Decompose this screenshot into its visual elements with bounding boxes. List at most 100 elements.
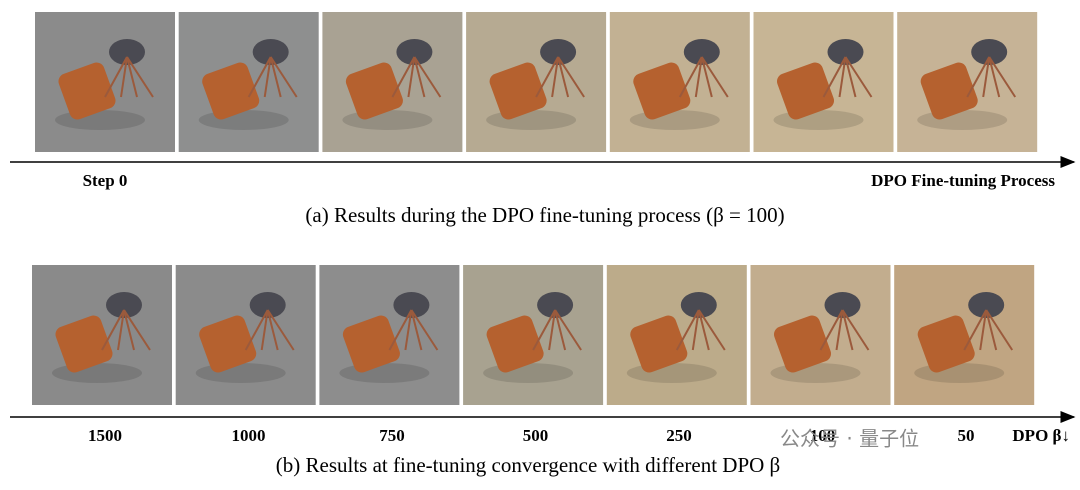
image-bag: [342, 315, 400, 373]
image-leg: [126, 56, 154, 98]
image-crab: [680, 292, 717, 318]
image-bag: [773, 315, 832, 373]
image-leg: [557, 56, 585, 98]
image-leg: [269, 56, 298, 98]
image-crab: [827, 39, 864, 65]
image-crab: [683, 39, 720, 65]
image-leg: [104, 56, 128, 98]
beta-label: 1500: [88, 426, 122, 445]
image-leg: [117, 309, 125, 351]
image-leg: [691, 309, 700, 351]
image-bag: [58, 62, 116, 120]
beta-label: 250: [666, 426, 692, 445]
beta-labels: 1500 1000 750 500 250 100 50: [88, 426, 975, 445]
beta-label: 500: [523, 426, 549, 445]
watermark: 公众号 · 量子位: [780, 427, 919, 451]
image-crab: [971, 39, 1008, 65]
image-leg: [697, 309, 710, 351]
beta-label: 100: [810, 426, 836, 445]
image-leg: [260, 309, 269, 351]
image-leg: [697, 309, 726, 351]
image-leg: [819, 309, 844, 351]
image-leg: [266, 309, 279, 351]
image-leg: [554, 309, 582, 351]
image-shadow: [914, 363, 1005, 383]
image-bag: [55, 315, 113, 373]
image-leg: [700, 56, 729, 98]
start-label: Step 0: [83, 171, 128, 190]
image-leg: [985, 309, 998, 351]
image-leg: [391, 56, 416, 98]
image-shadow: [55, 110, 145, 130]
image-shadow: [195, 363, 286, 383]
image-bag: [202, 62, 260, 120]
image-leg: [535, 56, 559, 98]
caption: (a) Results during the DPO fine-tuning p…: [305, 203, 784, 227]
caption: (b) Results at fine-tuning convergence w…: [276, 453, 780, 477]
image-leg: [988, 56, 1017, 98]
image-leg: [388, 309, 413, 351]
image-leg: [404, 309, 413, 351]
image-leg: [247, 56, 272, 98]
image-bag: [776, 62, 835, 120]
image-leg: [123, 309, 135, 351]
end-label: DPO Fine-tuning Process: [871, 171, 1055, 190]
image-leg: [266, 309, 295, 351]
image-bag: [633, 62, 691, 120]
image-leg: [844, 56, 857, 98]
image-leg: [988, 56, 1001, 98]
image-shadow: [626, 363, 717, 383]
beta-label: 750: [379, 426, 405, 445]
image-crab: [396, 39, 433, 65]
image-leg: [835, 309, 844, 351]
beta-label: 1000: [232, 426, 266, 445]
image-shadow: [486, 110, 577, 130]
image-leg: [410, 309, 439, 351]
end-label: DPO β↓: [1012, 426, 1070, 445]
image-leg: [844, 56, 873, 98]
image-leg: [532, 309, 556, 351]
image-leg: [678, 56, 703, 98]
image-shadow: [773, 110, 864, 130]
image-leg: [101, 309, 125, 351]
image-leg: [838, 56, 847, 98]
image-bag: [920, 62, 978, 120]
image-crab: [824, 292, 861, 318]
image-leg: [413, 56, 426, 98]
image-leg: [966, 56, 991, 98]
image-leg: [979, 309, 988, 351]
image-bag: [917, 315, 975, 373]
image-crab: [249, 292, 286, 318]
image-leg: [982, 56, 991, 98]
image-leg: [841, 309, 854, 351]
image-leg: [841, 309, 870, 351]
image-crab: [968, 292, 1005, 318]
image-grid: [32, 12, 1038, 405]
image-leg: [557, 56, 570, 98]
image-leg: [548, 309, 557, 351]
image-leg: [822, 56, 847, 98]
image-crab: [109, 39, 145, 65]
image-leg: [244, 309, 269, 351]
beta-label: 50: [958, 426, 975, 445]
image-shadow: [342, 110, 433, 130]
image-shadow: [770, 363, 861, 383]
image-leg: [963, 309, 988, 351]
image-shadow: [339, 363, 430, 383]
image-leg: [675, 309, 700, 351]
image-shadow: [917, 110, 1008, 130]
image-crab: [393, 292, 430, 318]
image-shadow: [483, 363, 574, 383]
image-leg: [120, 56, 128, 98]
image-leg: [407, 56, 416, 98]
image-leg: [123, 309, 151, 351]
image-leg: [413, 56, 442, 98]
image-leg: [126, 56, 138, 98]
image-crab: [540, 39, 577, 65]
image-shadow: [629, 110, 720, 130]
image-leg: [410, 309, 423, 351]
image-crab: [252, 39, 289, 65]
image-leg: [263, 56, 272, 98]
image-crab: [537, 292, 574, 318]
